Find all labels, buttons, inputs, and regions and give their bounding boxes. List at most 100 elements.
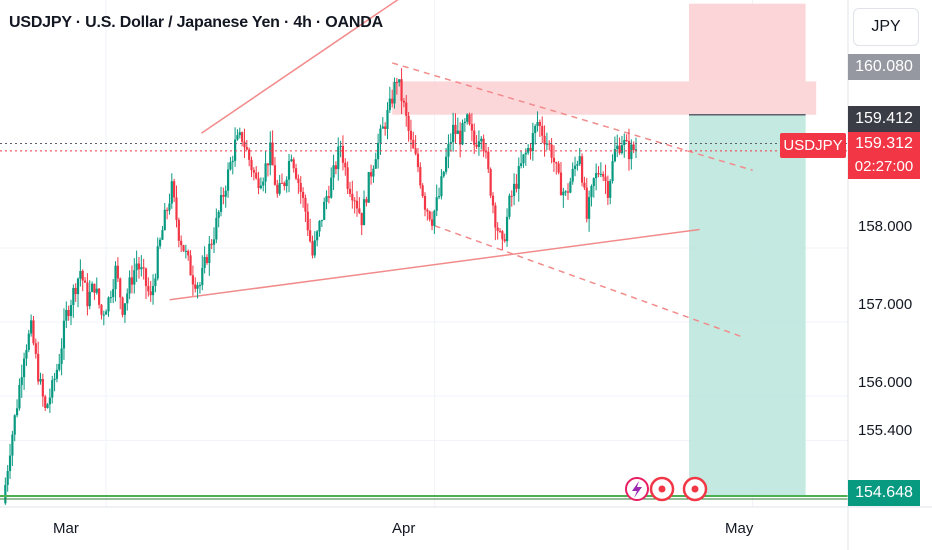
candle-body [39,379,42,382]
candle-body [154,278,157,286]
candle-body [74,287,77,295]
candle-body [611,161,614,182]
candle-body [501,231,504,240]
candle-body [529,147,532,151]
candle-body [15,408,19,416]
candle-body [489,169,492,196]
event-icons[interactable] [625,476,708,502]
candle-body [391,98,394,104]
candle-body [580,156,584,183]
candle-body [409,130,413,140]
candle-body [419,167,422,186]
stop-level-label: 160.080 [848,54,920,80]
candle-body [362,199,366,226]
candle-body [37,353,40,382]
candle-body [276,184,279,194]
candle-body [627,141,631,160]
candle-body [297,178,300,183]
candle-body [95,288,98,293]
candle-body [62,320,66,349]
stop-zone [392,81,817,115]
candle-body [8,455,12,472]
candle-body [367,172,370,203]
candle-body [538,122,541,126]
candle-body [245,147,248,150]
candle-body [11,434,14,456]
candle-body [142,267,145,269]
candle-body [262,181,265,186]
currency-selector[interactable]: JPY [853,8,919,46]
candle-body [566,191,570,193]
candle-body [234,139,237,161]
candle-body [498,230,502,232]
candle-body [79,270,82,279]
candle-body [442,171,445,177]
candle-body [205,256,209,264]
candle-body [140,267,143,270]
candle-body [320,219,323,221]
candle-body [454,124,457,134]
candle-body [219,194,223,212]
candle-body [266,163,270,166]
candle-body [395,82,398,84]
candle-body [400,79,403,101]
candle-body [512,183,516,196]
candle-body [602,173,605,177]
candle-body [377,143,380,160]
candle-body [156,246,159,279]
candle-body [67,309,70,316]
candle-body [510,195,513,197]
candle-body [318,220,321,232]
candle-body [189,255,192,276]
candle-body [112,289,115,298]
candle-body [259,185,262,189]
candle-body [339,145,342,147]
x-tick-label: Mar [53,520,79,537]
candle-body [109,297,112,299]
candle-body [238,132,241,136]
candle-body [290,159,293,161]
candle-body [341,145,345,163]
level-lines [0,142,848,500]
candle-body [180,240,183,246]
candle-body [470,123,473,131]
candle-body [618,145,621,154]
candle-body [86,282,89,307]
candle-body [583,182,586,188]
candle-body [44,396,47,408]
candle-body [437,196,441,198]
candle-body [588,196,591,219]
candle-body [306,211,309,231]
candle-body [369,172,373,177]
y-tick-label: 157.000 [858,296,913,313]
event-dot-icon [691,485,699,493]
candle-body [81,270,84,281]
candle-body [634,149,638,151]
candle-body [184,250,187,252]
candle-body [353,200,356,202]
candle-body [198,285,202,287]
candle-body [60,348,63,364]
candle-body [123,303,127,315]
candle-body [4,484,7,504]
y-tick-label: 158.000 [858,218,913,235]
candle-body [374,159,377,169]
candle-body [248,149,251,160]
candle-body [421,185,424,196]
candle-body [332,165,335,178]
candle-body [423,195,427,210]
candle-body [480,138,483,142]
candle-body [158,239,162,247]
candle-body [93,283,96,293]
candle-body [503,239,506,242]
candle-body [412,139,415,149]
candle-body [229,162,232,170]
candle-body [194,284,197,289]
candle-body [515,183,518,189]
candle-body [606,181,609,198]
candle-body [527,147,530,153]
candle-body [398,79,401,83]
candle-body [531,133,534,151]
